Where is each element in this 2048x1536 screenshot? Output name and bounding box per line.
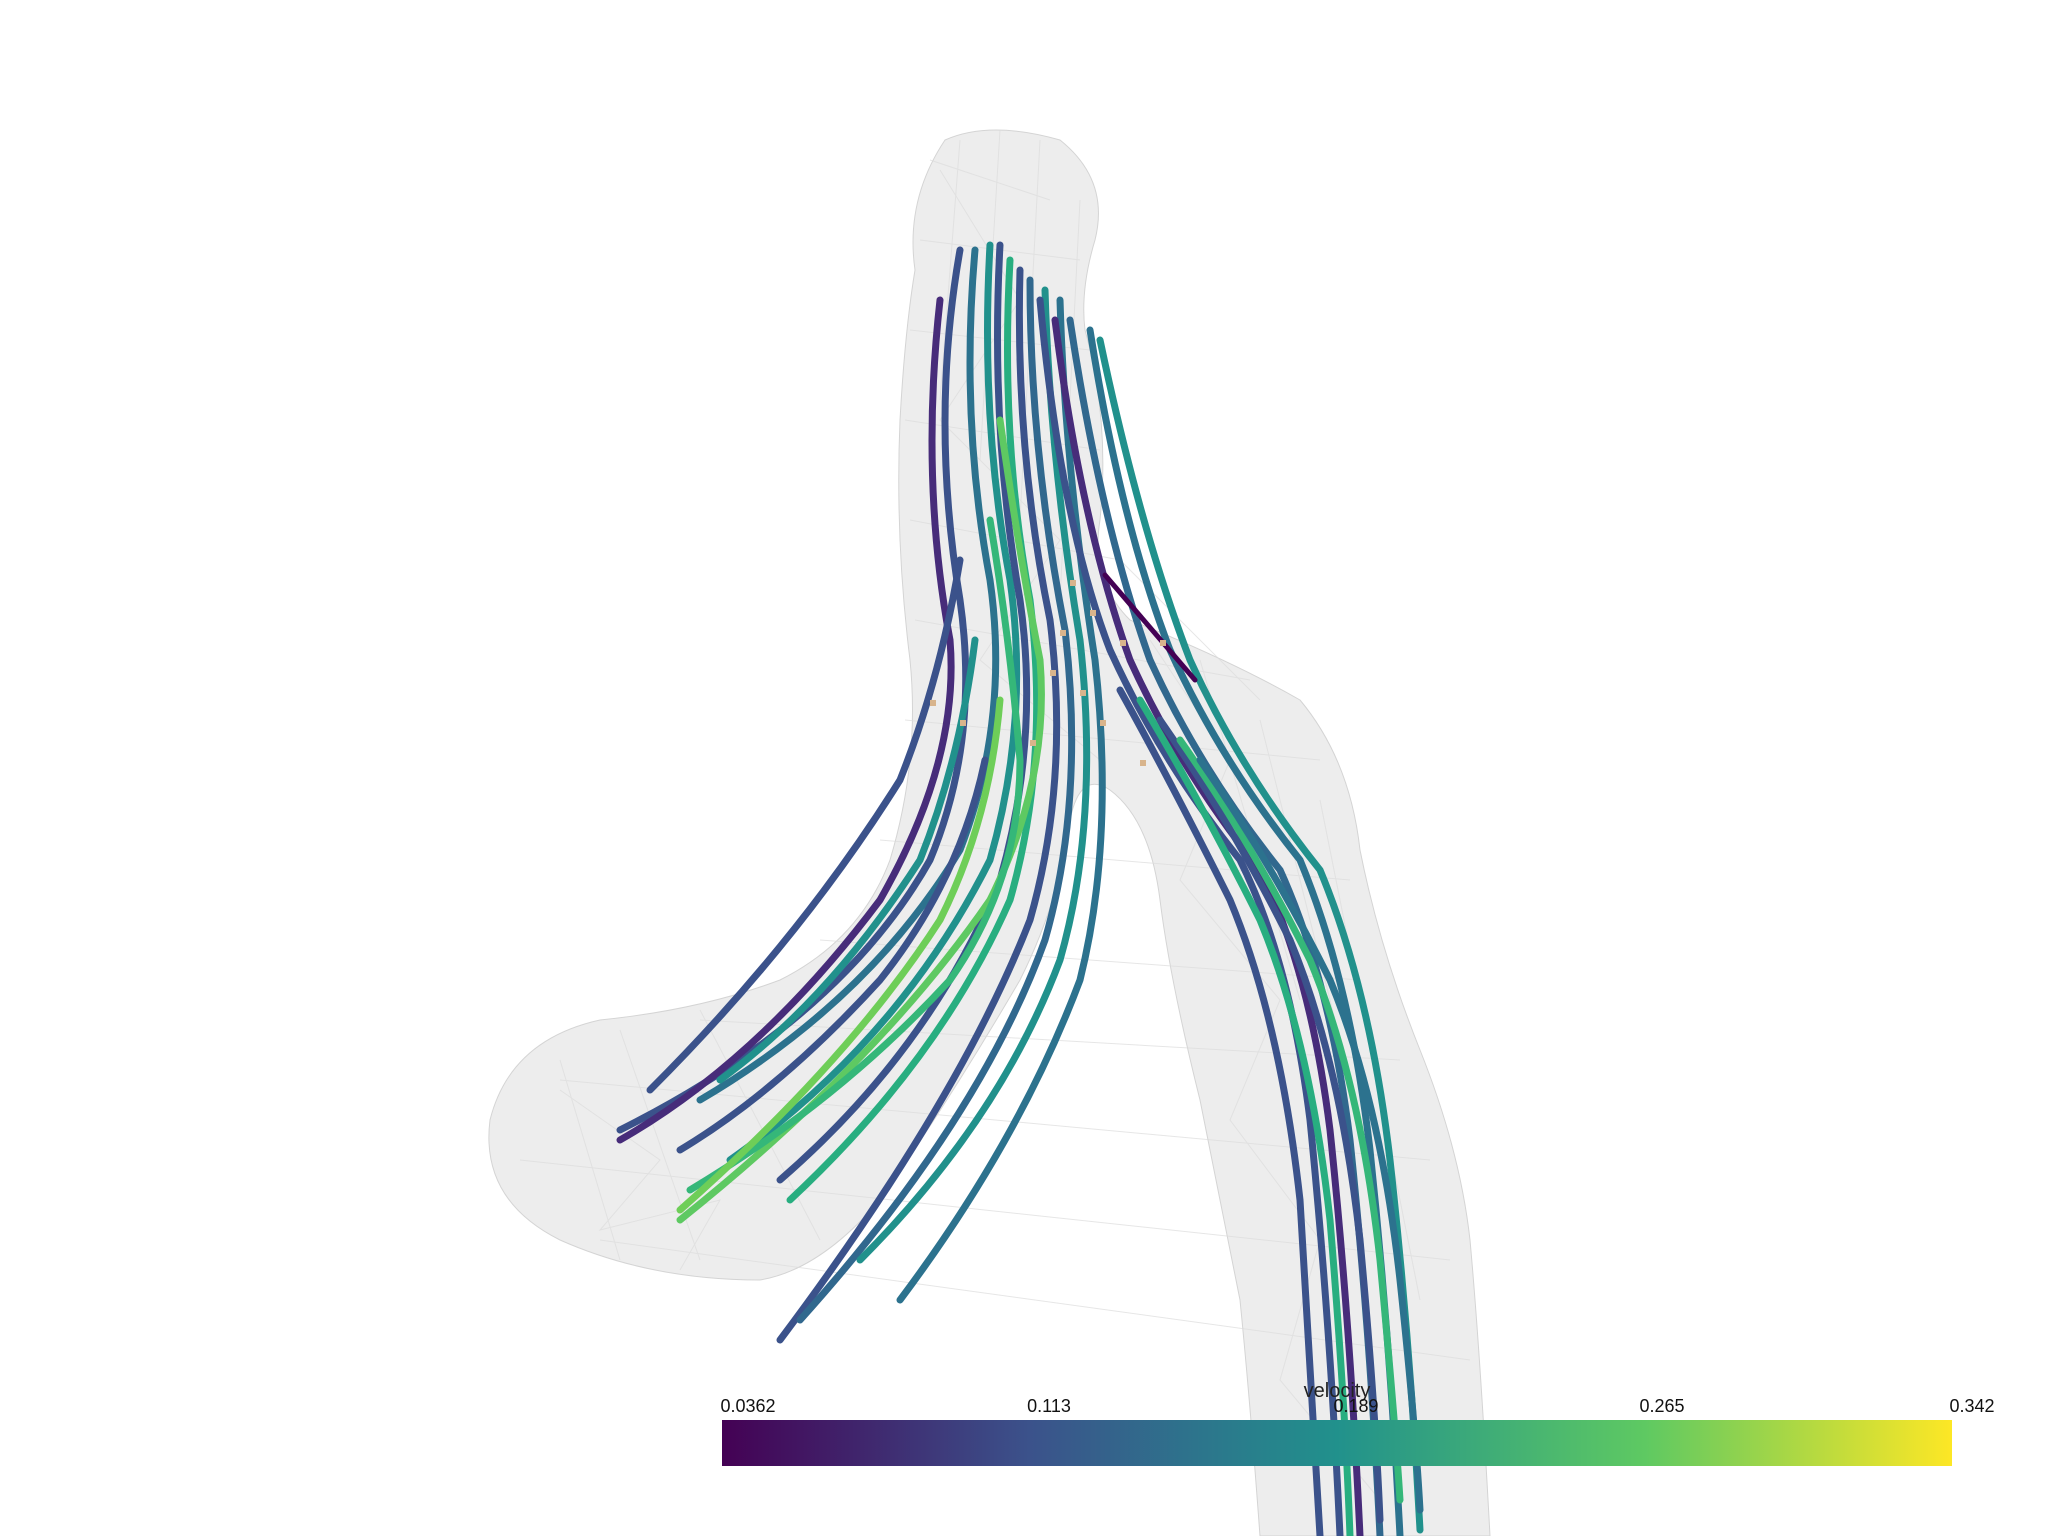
streamline — [676, 756, 989, 1154]
streamline — [1176, 736, 1404, 1504]
colorbar-tick-min: 0.0362 — [720, 1396, 776, 1416]
streamline — [616, 296, 955, 1144]
streamline — [686, 516, 1024, 1194]
streamline — [796, 276, 1076, 1324]
streamline — [696, 246, 1000, 1104]
streamline — [896, 296, 1106, 1304]
colorbar-gradient — [722, 1420, 1952, 1466]
streamline — [1116, 686, 1324, 1536]
streamline — [1156, 716, 1384, 1524]
colorbar-tick-3: 0.189 — [1333, 1396, 1379, 1416]
streamline — [1136, 696, 1354, 1536]
colorbar-tick-max: 0.342 — [1949, 1396, 1995, 1416]
streamlines — [616, 241, 1424, 1536]
streamline — [1102, 572, 1198, 683]
streamline — [856, 286, 1091, 1264]
streamline — [1036, 296, 1344, 1536]
streamline — [676, 416, 1045, 1224]
streamline — [646, 556, 964, 1094]
colorbar-tick-4: 0.265 — [1639, 1396, 1685, 1416]
colorbar-tick-2: 0.113 — [1027, 1396, 1071, 1416]
seed-glyphs — [930, 580, 1166, 766]
colorbar-title: velocity — [1303, 1380, 1371, 1402]
streamline — [776, 266, 1061, 1344]
streamline — [1196, 756, 1424, 1514]
streamline — [676, 696, 1004, 1214]
streamline — [716, 636, 979, 1084]
streamline — [726, 241, 1021, 1164]
